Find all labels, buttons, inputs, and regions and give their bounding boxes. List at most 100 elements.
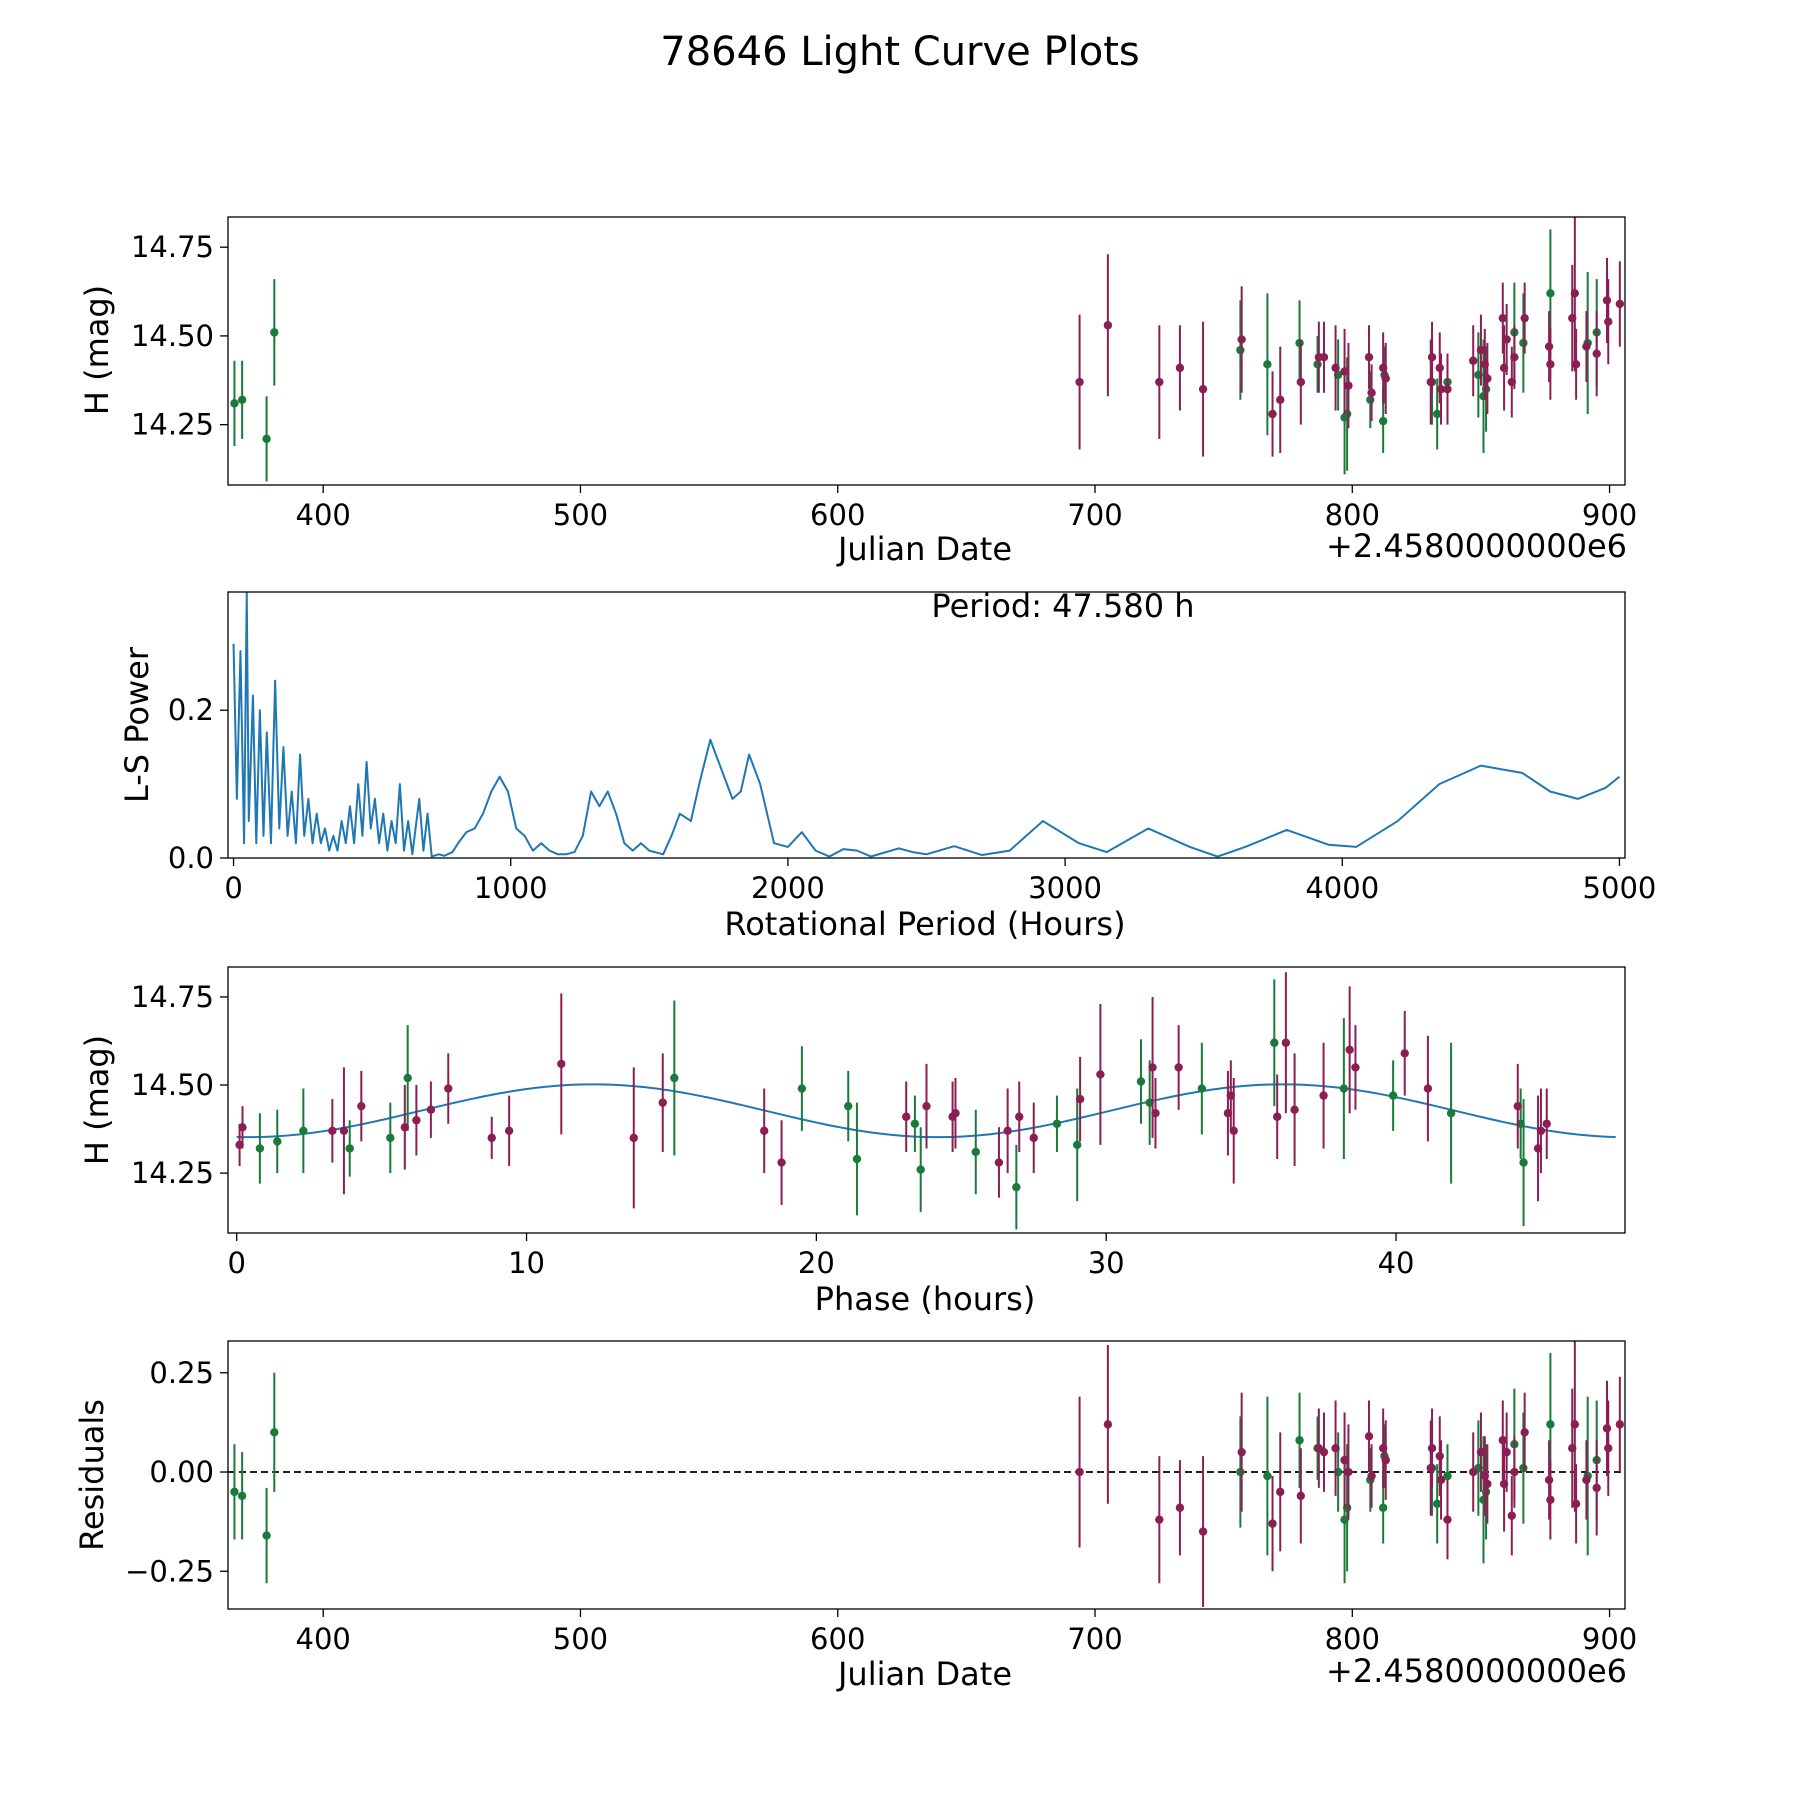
phase-ytick-label: 14.25 [131,1156,214,1190]
phase-point-o [238,1123,247,1132]
lightcurve-point-g [1236,345,1245,355]
phase-point-o [1174,1063,1183,1072]
residuals-point-g [1481,1487,1491,1497]
phase-point-o [759,1126,769,1136]
lightcurve-point-g [1546,289,1555,298]
residuals-point-g [262,1531,271,1540]
residuals-point-g [270,1428,279,1437]
residuals-point-o [1592,1483,1601,1493]
residuals-point-g [1236,1467,1245,1477]
phase-point-o [1345,1045,1354,1054]
residuals-ytick-label: 0.00 [149,1455,214,1489]
lightcurve-point-g [1295,338,1304,348]
residuals-point-o [1571,1499,1581,1508]
periodogram-axes-frame [227,591,1626,859]
lightcurve-point-o [1615,299,1625,309]
phase-point-o [412,1116,421,1125]
residuals-point-o [1502,1447,1511,1457]
residuals-xtick-label: 500 [553,1622,608,1656]
residuals-point-o [1602,1424,1612,1433]
residuals-point-o [1364,1432,1374,1441]
residuals-point-o [1443,1515,1452,1524]
lightcurve-point-g [237,395,247,405]
residuals-point-o [1426,1463,1435,1473]
residuals-point-o [1427,1444,1437,1453]
periodogram-xtick-label: 5000 [1583,871,1657,905]
lightcurve-point-g [1378,416,1388,426]
phase-point-o [557,1059,566,1069]
residuals-point-g [1546,1420,1555,1429]
phase-point-o [658,1098,667,1107]
residuals-point-o [1175,1503,1185,1512]
residuals-panel: Julian Date Residuals +2.4580000000e6 40… [73,1340,1637,1693]
lightcurve-point-g [1519,338,1528,348]
lightcurve-point-o [1502,335,1511,344]
lightcurve-xtick-label: 500 [553,498,608,532]
lightcurve-point-o [1546,360,1555,369]
residuals-point-o [1544,1475,1554,1485]
periodogram-plot-area [232,592,1621,858]
residuals-point-o [1615,1420,1625,1429]
residuals-point-o [1276,1487,1285,1497]
phase-xtick-label: 20 [798,1246,835,1280]
lightcurve-point-o [1331,363,1340,373]
residuals-point-o [1436,1475,1446,1485]
phase-point-g [1012,1182,1021,1192]
lightcurve-point-g [1263,360,1272,369]
phase-point-g [1388,1091,1398,1100]
lightcurve-ytick-label: 14.75 [131,230,214,264]
lightcurve-point-o [1435,363,1444,373]
lightcurve-point-o [1237,335,1246,344]
residuals-plot-area [228,1341,1625,1608]
periodogram-ytick-label: 0.2 [168,693,214,727]
phase-point-o [487,1133,496,1143]
phase-point-o [1281,1038,1291,1047]
periodogram-xtick-label: 1000 [474,871,548,905]
phase-point-g [345,1144,354,1153]
phase-point-o [1351,1063,1360,1072]
lightcurve-point-o [1198,384,1208,394]
periodogram-panel: Rotational Period (Hours) L-S Power Peri… [118,587,1656,943]
lightcurve-point-o [1367,388,1376,397]
residuals-point-o [1546,1495,1555,1505]
phase-point-o [902,1112,911,1121]
phase-ytick-label: 14.75 [131,980,214,1014]
phase-point-o [357,1101,366,1111]
lightcurve-point-o [1443,384,1452,394]
phase-plot-area [235,972,1616,1230]
phase-point-g [403,1073,412,1083]
periodogram-xlabel: Rotational Period (Hours) [724,905,1125,943]
lightcurve-point-o [1498,313,1507,323]
residuals-point-o [1268,1519,1277,1528]
phase-point-o [1290,1105,1299,1114]
residuals-point-g [1378,1503,1388,1512]
phase-point-o [426,1105,436,1114]
lightcurve-point-o [1520,313,1529,323]
lightcurve-xtick-label: 600 [810,498,865,532]
phase-point-g [852,1154,862,1164]
phase-point-g [386,1133,395,1143]
residuals-xtick-label: 600 [810,1622,865,1656]
phase-point-o [339,1126,349,1136]
residuals-point-o [1469,1467,1478,1477]
phase-point-o [629,1133,638,1143]
phase-point-o [1075,1094,1085,1104]
residuals-point-o [1319,1447,1329,1457]
periodogram-ylabel: L-S Power [118,646,156,803]
lightcurve-ytick-label: 14.25 [131,408,214,442]
residuals-point-g [1519,1463,1528,1473]
residuals-xtick-label: 700 [1067,1622,1122,1656]
phase-point-o [1096,1070,1105,1079]
lightcurve-ylabel: H (mag) [78,285,116,415]
phase-point-o [1003,1126,1012,1136]
phase-point-o [1542,1119,1551,1128]
residuals-axes-frame [227,1340,1626,1610]
lightcurve-point-o [1175,363,1185,373]
periodogram-ytick-label: 0.0 [168,841,214,875]
lightcurve-point-o [1570,289,1580,298]
lightcurve-point-o [1602,296,1612,305]
phase-point-g [1073,1140,1082,1150]
residuals-point-g [1432,1499,1442,1508]
lightcurve-point-o [1571,360,1581,369]
residuals-point-o [1344,1467,1353,1477]
